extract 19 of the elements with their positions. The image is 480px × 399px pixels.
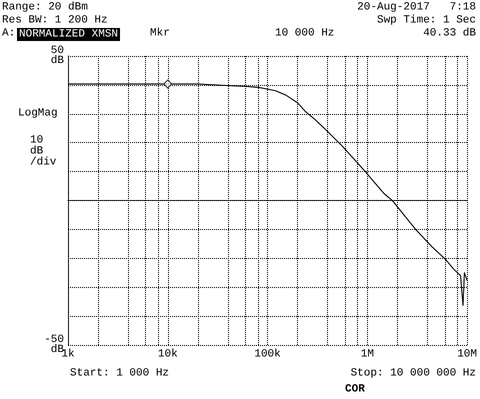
- x-tick-label: 1M: [360, 348, 374, 360]
- text: 40.33 dB: [423, 28, 476, 40]
- text: Swp Time: 1 Sec: [376, 14, 476, 26]
- x-tick-label: 100k: [254, 348, 282, 360]
- text: 10 000 Hz: [275, 28, 334, 40]
- text: Range: 20 dBm: [2, 2, 88, 14]
- text: NORMALIZED XMSN: [19, 28, 118, 40]
- y-tick-label: 50 dB: [50, 45, 64, 67]
- text: Start: 1 000 Hz: [70, 368, 170, 380]
- text: Mkr: [150, 28, 170, 40]
- text: A:: [2, 28, 16, 40]
- text: 10 dB /div: [30, 134, 57, 168]
- text: Stop: 10 000 000 Hz: [350, 368, 476, 380]
- text: 20-Aug-2017 7:18: [357, 2, 476, 14]
- x-tick-label: 10k: [158, 348, 178, 360]
- y-axis-title: LogMag: [18, 108, 58, 120]
- text: COR: [345, 384, 366, 396]
- x-tick-label: 10M: [457, 348, 478, 360]
- text: Res BW: 1 200 Hz: [2, 14, 108, 26]
